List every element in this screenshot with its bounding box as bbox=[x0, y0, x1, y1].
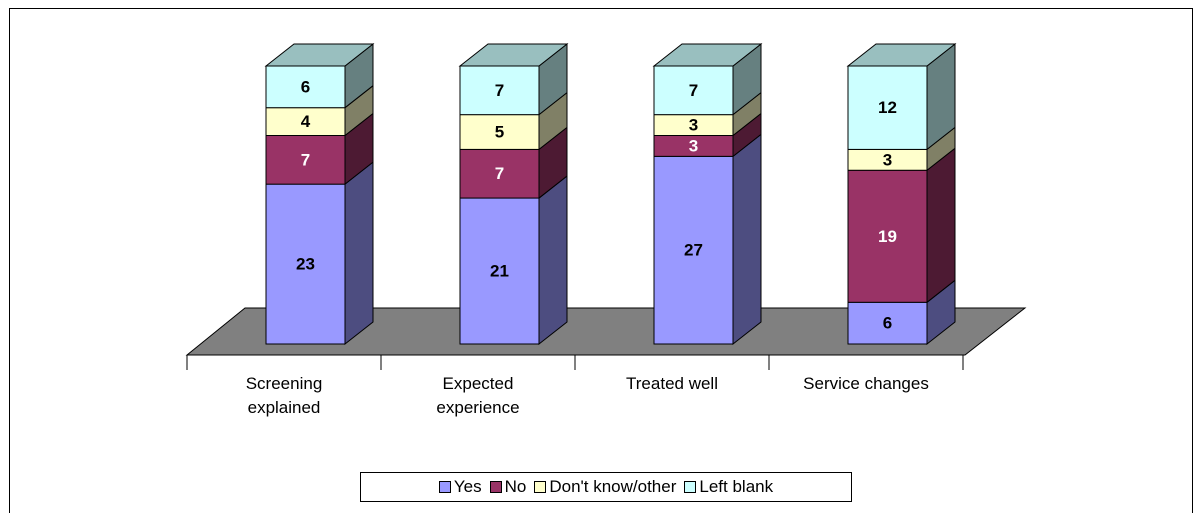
bar-segment bbox=[459, 65, 540, 116]
value-label: 6 bbox=[301, 77, 310, 96]
value-label: 7 bbox=[495, 81, 504, 100]
value-label: 4 bbox=[301, 112, 311, 131]
bar-side bbox=[538, 175, 568, 346]
bar-segment bbox=[459, 197, 540, 345]
bar-top bbox=[846, 43, 957, 67]
value-label: 23 bbox=[296, 255, 315, 274]
legend-item: Don't know/other bbox=[534, 477, 676, 497]
legend-swatch bbox=[438, 481, 451, 493]
value-label: 3 bbox=[689, 116, 698, 135]
bar-side bbox=[732, 133, 762, 346]
bar-segment bbox=[847, 301, 928, 345]
x-tick-label: Screening explained bbox=[245, 374, 323, 417]
legend-swatch bbox=[489, 481, 502, 493]
bar-side bbox=[926, 147, 956, 304]
legend-label: No bbox=[504, 477, 527, 496]
value-label: 27 bbox=[684, 241, 703, 260]
x-tick-label: Service changes bbox=[803, 374, 929, 393]
bar-segment bbox=[653, 155, 734, 345]
bar-top bbox=[458, 43, 569, 67]
legend-swatch bbox=[684, 481, 697, 493]
legend-label: Left blank bbox=[699, 477, 774, 496]
bar-segment bbox=[265, 107, 346, 136]
bar-top bbox=[264, 43, 375, 67]
value-label: 7 bbox=[301, 150, 310, 169]
value-label: 7 bbox=[495, 164, 504, 183]
bar-segment bbox=[265, 183, 346, 345]
legend-swatch bbox=[534, 481, 547, 493]
bar-side bbox=[344, 161, 374, 346]
chart-frame bbox=[9, 8, 1193, 513]
bar-segment bbox=[459, 114, 540, 150]
value-label: 21 bbox=[490, 262, 509, 281]
legend-label: Yes bbox=[453, 477, 482, 496]
value-label: 3 bbox=[883, 150, 892, 169]
bar-segment bbox=[847, 169, 928, 303]
value-label: 19 bbox=[878, 227, 897, 246]
value-label: 12 bbox=[878, 98, 897, 117]
x-tick-label: Expected experience bbox=[436, 374, 520, 417]
x-tick-label: Treated well bbox=[626, 374, 718, 393]
legend-item: Left blank bbox=[684, 477, 773, 497]
legend-label: Don't know/other bbox=[549, 477, 677, 496]
bar-segment bbox=[847, 65, 928, 150]
bar-top bbox=[652, 43, 763, 67]
value-label: 5 bbox=[495, 123, 504, 142]
legend-item: No bbox=[489, 477, 527, 497]
legend-item: Yes bbox=[438, 477, 482, 497]
value-label: 3 bbox=[689, 136, 698, 155]
legend: Yes No Don't know/other Left blank bbox=[360, 472, 852, 502]
value-label: 6 bbox=[883, 314, 892, 333]
bar-segment bbox=[459, 148, 540, 199]
value-label: 7 bbox=[689, 81, 698, 100]
